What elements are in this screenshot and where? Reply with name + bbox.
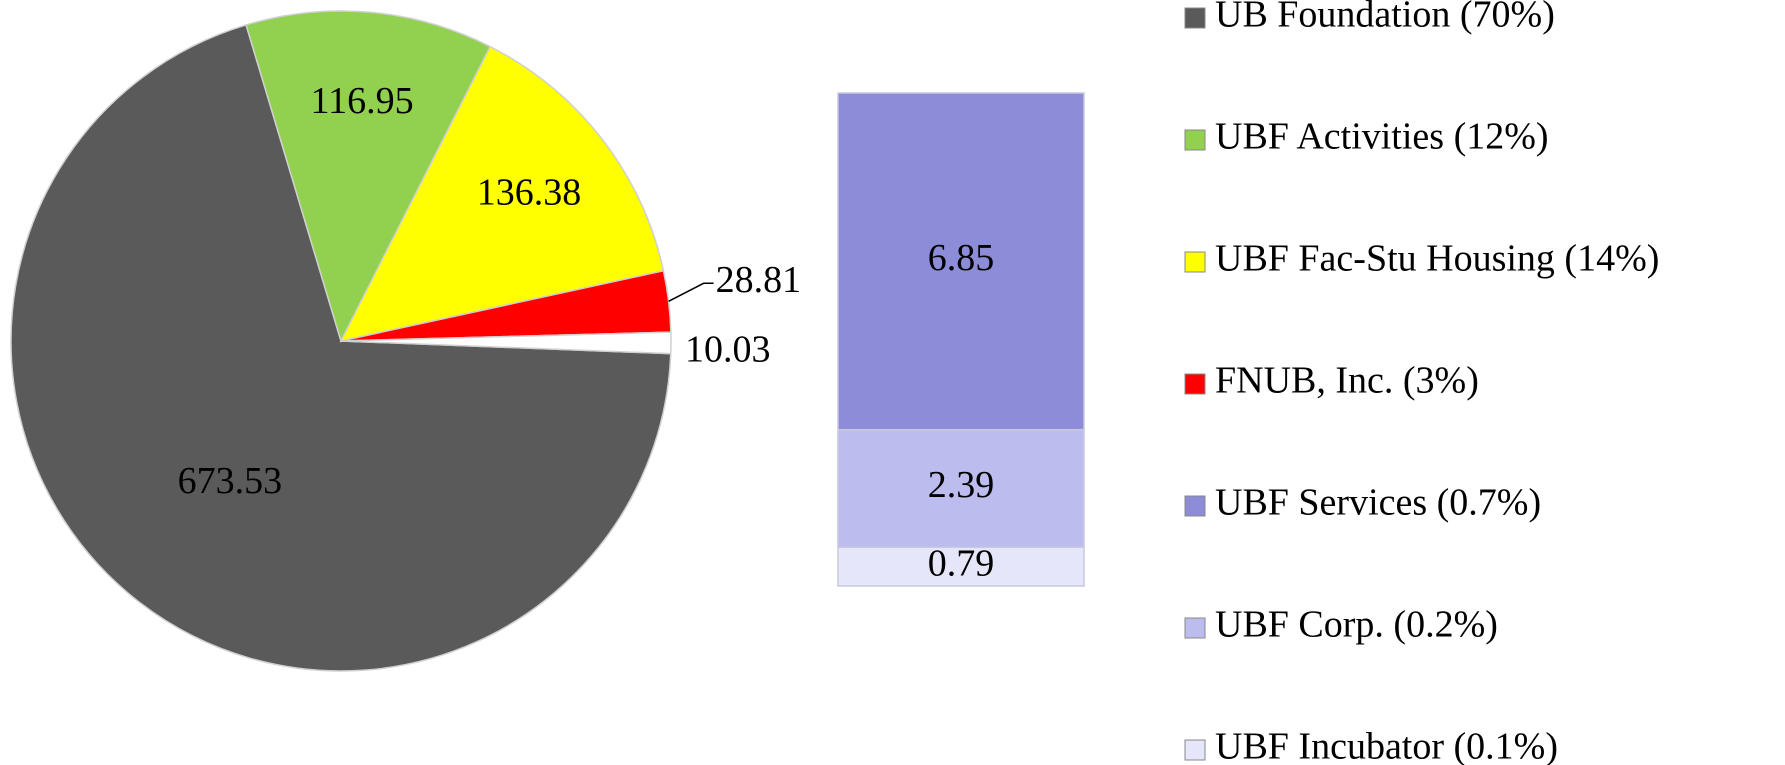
leader-line — [669, 283, 714, 301]
legend-label: UBF Activities (12%) — [1215, 116, 1549, 158]
slice-label: 116.95 — [310, 80, 413, 122]
legend-swatch — [1185, 130, 1205, 150]
bar-label: 0.79 — [928, 542, 995, 584]
legend-label: UBF Services (0.7%) — [1215, 482, 1541, 524]
legend-label: UBF Corp. (0.2%) — [1215, 604, 1498, 646]
legend-swatch — [1185, 8, 1205, 28]
legend-swatch — [1185, 618, 1205, 638]
legend-swatch — [1185, 252, 1205, 272]
bar-label: 2.39 — [928, 464, 995, 506]
legend-swatch — [1185, 374, 1205, 394]
bar-label: 6.85 — [928, 237, 995, 279]
legend-swatch — [1185, 740, 1205, 760]
chart: 673.53 116.95 136.38 28.81 10.03 0.79 2.39 6.85… — [0, 0, 1785, 765]
slice-label: 673.53 — [178, 460, 283, 502]
slice-label: 136.38 — [477, 171, 582, 213]
legend-swatch — [1185, 496, 1205, 516]
legend-label: UBF Fac-Stu Housing (14%) — [1215, 238, 1659, 280]
legend-label: UB Foundation (70%) — [1215, 0, 1555, 36]
legend-label: FNUB, Inc. (3%) — [1215, 360, 1479, 402]
legend-label: UBF Incubator (0.1%) — [1215, 726, 1558, 765]
slice-label: 28.81 — [716, 259, 802, 301]
slice-label: 10.03 — [685, 329, 771, 371]
